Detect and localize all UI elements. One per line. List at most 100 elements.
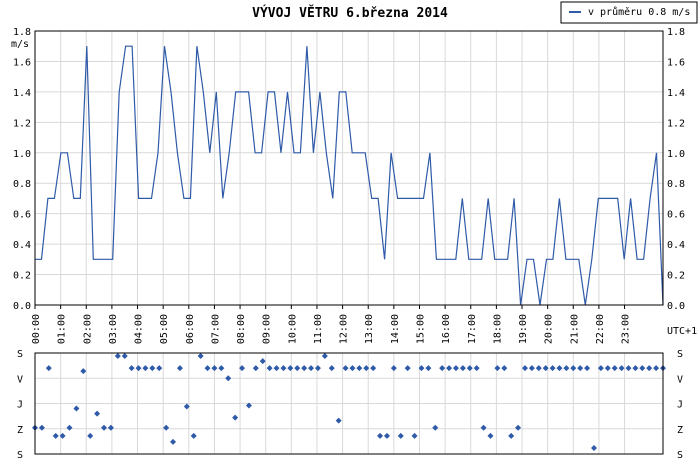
x-tick-label: 20:00 — [544, 314, 555, 344]
y-tick-label: 0.0 — [667, 301, 685, 312]
x-tick-label: 17:00 — [467, 314, 478, 344]
y-tick-label: 1.0 — [13, 149, 31, 160]
legend-label: v průměru 0.8 m/s — [588, 6, 690, 18]
direction-point — [135, 365, 142, 372]
wind-speed-series — [35, 45, 664, 306]
direction-point — [149, 365, 156, 372]
direction-point — [142, 365, 149, 372]
direction-point — [273, 365, 280, 372]
direction-point — [515, 424, 522, 431]
x-tick-label: 11:00 — [313, 314, 324, 344]
direction-point — [356, 365, 363, 372]
top-grid — [34, 30, 663, 306]
y-tick-label: 0.8 — [13, 179, 31, 190]
direction-point — [542, 365, 549, 372]
x-tick-label: 16:00 — [441, 314, 452, 344]
direction-point — [597, 365, 604, 372]
direction-point — [52, 432, 59, 439]
direction-tick-label: S — [677, 349, 683, 360]
y-tick-label: 0.6 — [13, 210, 31, 221]
y-axis-label: m/s — [11, 39, 29, 50]
direction-point — [404, 365, 411, 372]
direction-point — [487, 432, 494, 439]
x-axis-label: UTC+1 — [667, 326, 697, 337]
direction-tick-label: J — [677, 400, 683, 411]
direction-point — [590, 444, 597, 451]
direction-point — [170, 438, 177, 445]
direction-tick-label: Z — [677, 425, 683, 436]
direction-point — [59, 432, 66, 439]
direction-point — [287, 365, 294, 372]
wind-direction-series — [32, 353, 666, 451]
direction-point — [604, 365, 611, 372]
direction-tick-label: Z — [17, 425, 23, 436]
direction-point — [439, 365, 446, 372]
y-tick-label: 1.2 — [667, 118, 685, 129]
direction-point — [501, 365, 508, 372]
bottom-y-ticks-right: S V J Z S — [677, 349, 683, 460]
direction-point — [197, 353, 204, 360]
y-tick-label: 0.8 — [667, 179, 685, 190]
direction-point — [245, 402, 252, 409]
y-tick-label: 0.0 — [13, 301, 31, 312]
direction-point — [653, 365, 660, 372]
direction-point — [342, 365, 349, 372]
direction-point — [73, 405, 80, 412]
x-tick-label: 07:00 — [210, 314, 221, 344]
y-tick-label: 0.4 — [667, 240, 685, 251]
x-tick-label: 10:00 — [287, 314, 298, 344]
x-tick-label: 09:00 — [262, 314, 273, 344]
direction-point — [252, 365, 259, 372]
direction-point — [190, 432, 197, 439]
direction-point — [176, 365, 183, 372]
x-tick-label: 14:00 — [390, 314, 401, 344]
x-tick-label: 02:00 — [82, 314, 93, 344]
direction-point — [377, 432, 384, 439]
direction-point — [473, 365, 480, 372]
direction-point — [280, 365, 287, 372]
x-tick-label: 06:00 — [185, 314, 196, 344]
y-tick-label: 1.4 — [13, 88, 31, 99]
direction-tick-label: V — [677, 374, 683, 385]
direction-point — [114, 353, 121, 360]
direction-point — [528, 365, 535, 372]
x-tick-label: 12:00 — [339, 314, 350, 344]
y-tick-label: 1.4 — [667, 88, 685, 99]
y-tick-label: 1.6 — [13, 57, 31, 68]
direction-point — [397, 432, 404, 439]
direction-point — [38, 424, 45, 431]
direction-point — [163, 424, 170, 431]
direction-point — [632, 365, 639, 372]
x-tick-label: 08:00 — [236, 314, 247, 344]
y-tick-label: 1.2 — [13, 118, 31, 129]
direction-point — [349, 365, 356, 372]
x-tick-label: 15:00 — [415, 314, 426, 344]
x-tick-label: 13:00 — [364, 314, 375, 344]
direction-point — [87, 432, 94, 439]
direction-point — [328, 365, 335, 372]
direction-point — [66, 424, 73, 431]
x-tick-label: 05:00 — [159, 314, 170, 344]
direction-point — [390, 365, 397, 372]
bottom-y-ticks-left: S V J Z S — [17, 349, 23, 460]
direction-tick-label: S — [17, 450, 23, 460]
direction-point — [335, 417, 342, 424]
direction-point — [156, 365, 163, 372]
y-tick-label: 1.8 — [13, 27, 31, 38]
y-tick-label: 1.6 — [667, 57, 685, 68]
x-tick-label: 19:00 — [518, 314, 529, 344]
direction-point — [239, 365, 246, 372]
direction-point — [211, 365, 218, 372]
direction-point — [618, 365, 625, 372]
direction-point — [363, 365, 370, 372]
direction-point — [549, 365, 556, 372]
direction-tick-label: S — [17, 349, 23, 360]
direction-point — [466, 365, 473, 372]
direction-point — [121, 353, 128, 360]
direction-point — [508, 432, 515, 439]
y-tick-label: 0.2 — [13, 271, 31, 282]
direction-tick-label: J — [17, 400, 23, 411]
x-tick-label: 04:00 — [134, 314, 145, 344]
direction-point — [321, 353, 328, 360]
